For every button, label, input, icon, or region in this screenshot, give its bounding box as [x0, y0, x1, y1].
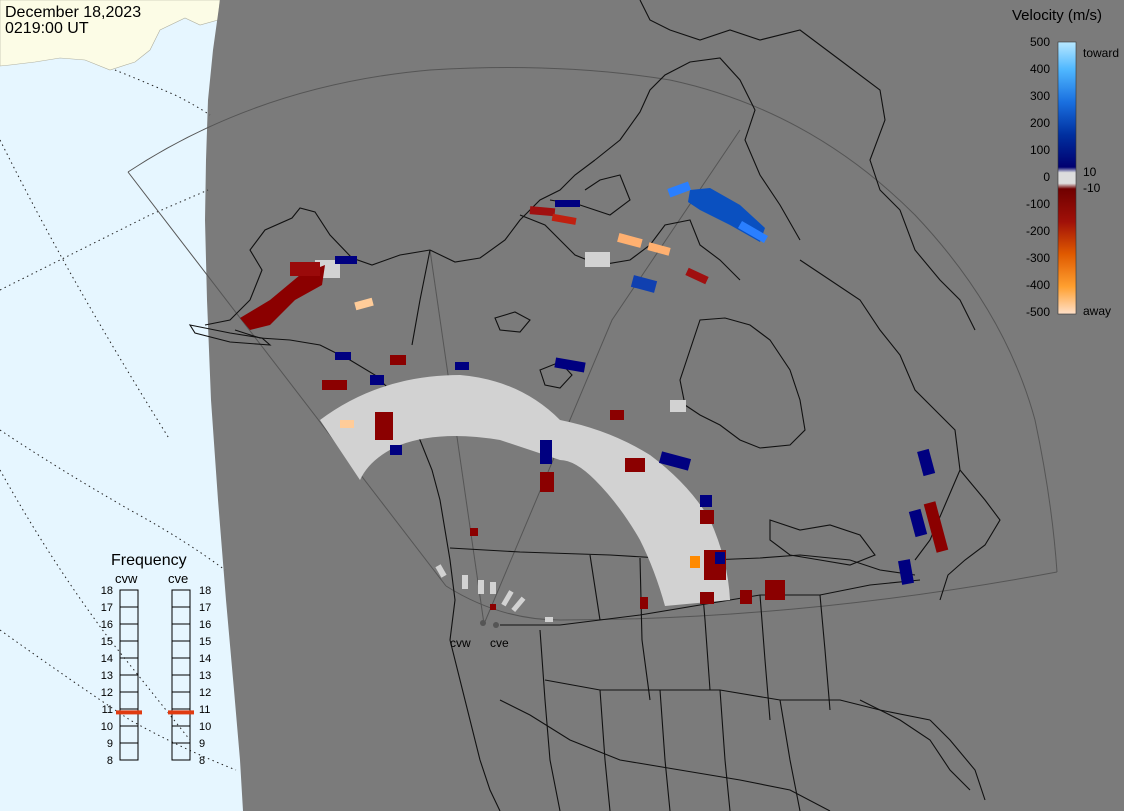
colorbar-tick-label: 100: [1030, 143, 1050, 157]
night-region: [205, 0, 1124, 811]
daylight-land: [0, 0, 221, 71]
colorbar-tick-label: -300: [1026, 251, 1050, 265]
frequency-scale-left: 15: [101, 636, 113, 648]
radar-sites: cvw cve: [450, 620, 509, 650]
frequency-scale-right: 17: [199, 602, 211, 614]
frequency-scale-right: 18: [199, 585, 211, 597]
frequency-scale-left: 12: [101, 687, 113, 699]
colorbar-title: Velocity (m/s): [1012, 7, 1102, 24]
frequency-scale-left: 17: [101, 602, 113, 614]
frequency-panel: Frequency cvw cve 18 18 17 17 16 16 15 15 14 14 13…: [101, 552, 212, 767]
frequency-marker-cvw: [116, 710, 142, 715]
frequency-marker-cve: [168, 710, 194, 715]
frequency-scale-left: 16: [101, 619, 113, 631]
frequency-scale-left: 9: [107, 738, 113, 750]
frequency-scale-right: 10: [199, 721, 211, 733]
colorbar-toward-label: toward: [1083, 46, 1119, 60]
radar-site-cve: [493, 622, 499, 628]
colorbar-tick-label: -200: [1026, 224, 1050, 238]
frequency-scale-right: 9: [199, 738, 205, 750]
time-label: 0219:00 UT: [5, 20, 89, 37]
radar-label-cve: cve: [490, 636, 509, 650]
frequency-cve-label: cve: [168, 571, 188, 586]
frequency-scale-left: 14: [101, 653, 113, 665]
colorbar-strip: [1057, 41, 1077, 315]
colorbar-tick-label: 300: [1030, 89, 1050, 103]
velocity-cells-away: [240, 206, 949, 609]
frequency-scale-right: 15: [199, 636, 211, 648]
frequency-scale-left: 18: [101, 585, 113, 597]
velocity-colorbar: Velocity (m/s) toward away 10 -10 500 400…: [1012, 7, 1119, 319]
frequency-scale-left: 10: [101, 721, 113, 733]
colorbar-tick-label: -500: [1026, 305, 1050, 319]
coastlines: [188, 0, 1001, 811]
near-radar-cells: [435, 564, 553, 622]
frequency-grid: 18 18 17 17 16 16 15 15 14 14 13 13 12 12 11 11 10 10 9 9 8 8: [101, 585, 212, 767]
colorbar-tick-label: 0: [1043, 170, 1050, 184]
frequency-scale-left: 8: [107, 755, 113, 767]
frequency-cvw-label: cvw: [115, 571, 138, 586]
frequency-scale-right: 8: [199, 755, 205, 767]
ground-scatter: [315, 252, 730, 606]
colorbar-tick-label: -400: [1026, 278, 1050, 292]
radar-site-cvw: [480, 620, 486, 626]
colorbar-tick-label: 400: [1030, 62, 1050, 76]
lat-long-grid: [0, 69, 237, 771]
frequency-scale-right: 16: [199, 619, 211, 631]
velocity-cells-toward: [335, 181, 936, 585]
frequency-scale-right: 12: [199, 687, 211, 699]
frequency-scale-left: 13: [101, 670, 113, 682]
frequency-scale-right: 13: [199, 670, 211, 682]
colorbar-tick-label: 500: [1030, 35, 1050, 49]
colorbar-ticks: 500 400 300 200 100 0 -100 -200 -300 -400 -500: [1026, 35, 1050, 319]
date-label: December 18,2023: [5, 4, 141, 21]
colorbar-tick-label: -100: [1026, 197, 1050, 211]
frequency-scale-right: 11: [199, 704, 210, 716]
colorbar-inner-neg: -10: [1083, 181, 1101, 195]
colorbar-inner-pos: 10: [1083, 165, 1097, 179]
colorbar-tick-label: 200: [1030, 116, 1050, 130]
radar-label-cvw: cvw: [450, 636, 471, 650]
frequency-scale-right: 14: [199, 653, 211, 665]
frequency-scale-left: 11: [102, 704, 113, 716]
frequency-title: Frequency: [111, 552, 187, 569]
colorbar-away-label: away: [1083, 304, 1111, 318]
